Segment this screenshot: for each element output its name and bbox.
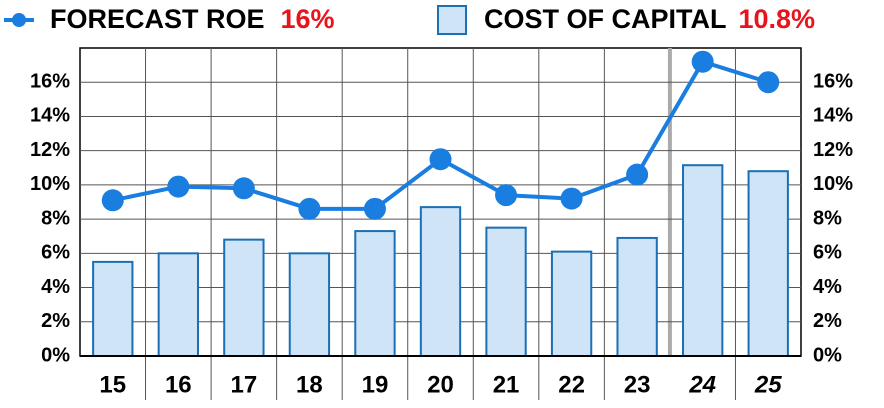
point [626, 163, 649, 186]
y2-tick-label: 8% [813, 207, 842, 229]
point [232, 177, 255, 200]
x-tick-label: 15 [99, 371, 126, 398]
bar [92, 260, 134, 357]
y2-tick-label: 2% [813, 310, 842, 332]
y2-tick-label: 10% [813, 173, 853, 195]
x-tick-label: 25 [754, 371, 782, 398]
point [298, 197, 321, 220]
y2-tick-label: 6% [813, 242, 842, 264]
y-tick-label: 12% [30, 139, 70, 161]
bar [288, 252, 331, 357]
bar [682, 164, 724, 357]
bar [157, 252, 199, 357]
legend-label: FORECAST ROE [50, 4, 265, 34]
bar [550, 250, 593, 357]
y-tick-label: 0% [41, 344, 70, 366]
point [429, 148, 452, 171]
legend-marker [12, 13, 26, 27]
y-tick-label: 10% [30, 173, 70, 195]
bar [223, 238, 265, 357]
bar [485, 226, 527, 357]
y-tick-label: 6% [41, 242, 70, 264]
point [560, 187, 583, 210]
point [101, 189, 124, 212]
legend-label: COST OF CAPITAL [484, 4, 727, 34]
point [495, 184, 518, 207]
point [757, 71, 780, 94]
y-tick-label: 16% [30, 71, 70, 93]
x-tick-label: 23 [624, 371, 651, 398]
y-tick-label: 4% [41, 276, 70, 298]
x-tick-label: 22 [558, 371, 585, 398]
point [167, 175, 190, 198]
bar [747, 170, 789, 357]
bar [354, 230, 396, 357]
x-tick-label: 24 [688, 371, 716, 398]
x-tick-label: 16 [165, 371, 192, 398]
y2-tick-label: 16% [813, 71, 853, 93]
x-tick-label: 18 [296, 371, 323, 398]
y-tick-label: 2% [41, 310, 70, 332]
x-tick-label: 20 [427, 371, 454, 398]
y2-tick-label: 0% [813, 344, 842, 366]
point [363, 197, 386, 220]
x-tick-label: 21 [493, 371, 520, 398]
y-tick-label: 8% [41, 207, 70, 229]
x-tick-label: 19 [362, 371, 389, 398]
point [691, 50, 714, 73]
y-tick-label: 14% [30, 105, 70, 127]
y2-tick-label: 12% [813, 139, 853, 161]
y2-tick-label: 4% [813, 276, 842, 298]
legend-swatch [437, 5, 467, 35]
bar [616, 236, 658, 357]
legend-value: 10.8% [739, 4, 816, 34]
y2-tick-label: 14% [813, 105, 853, 127]
bar [419, 206, 462, 357]
x-tick-label: 17 [231, 371, 258, 398]
legend-value: 16% [281, 4, 335, 34]
